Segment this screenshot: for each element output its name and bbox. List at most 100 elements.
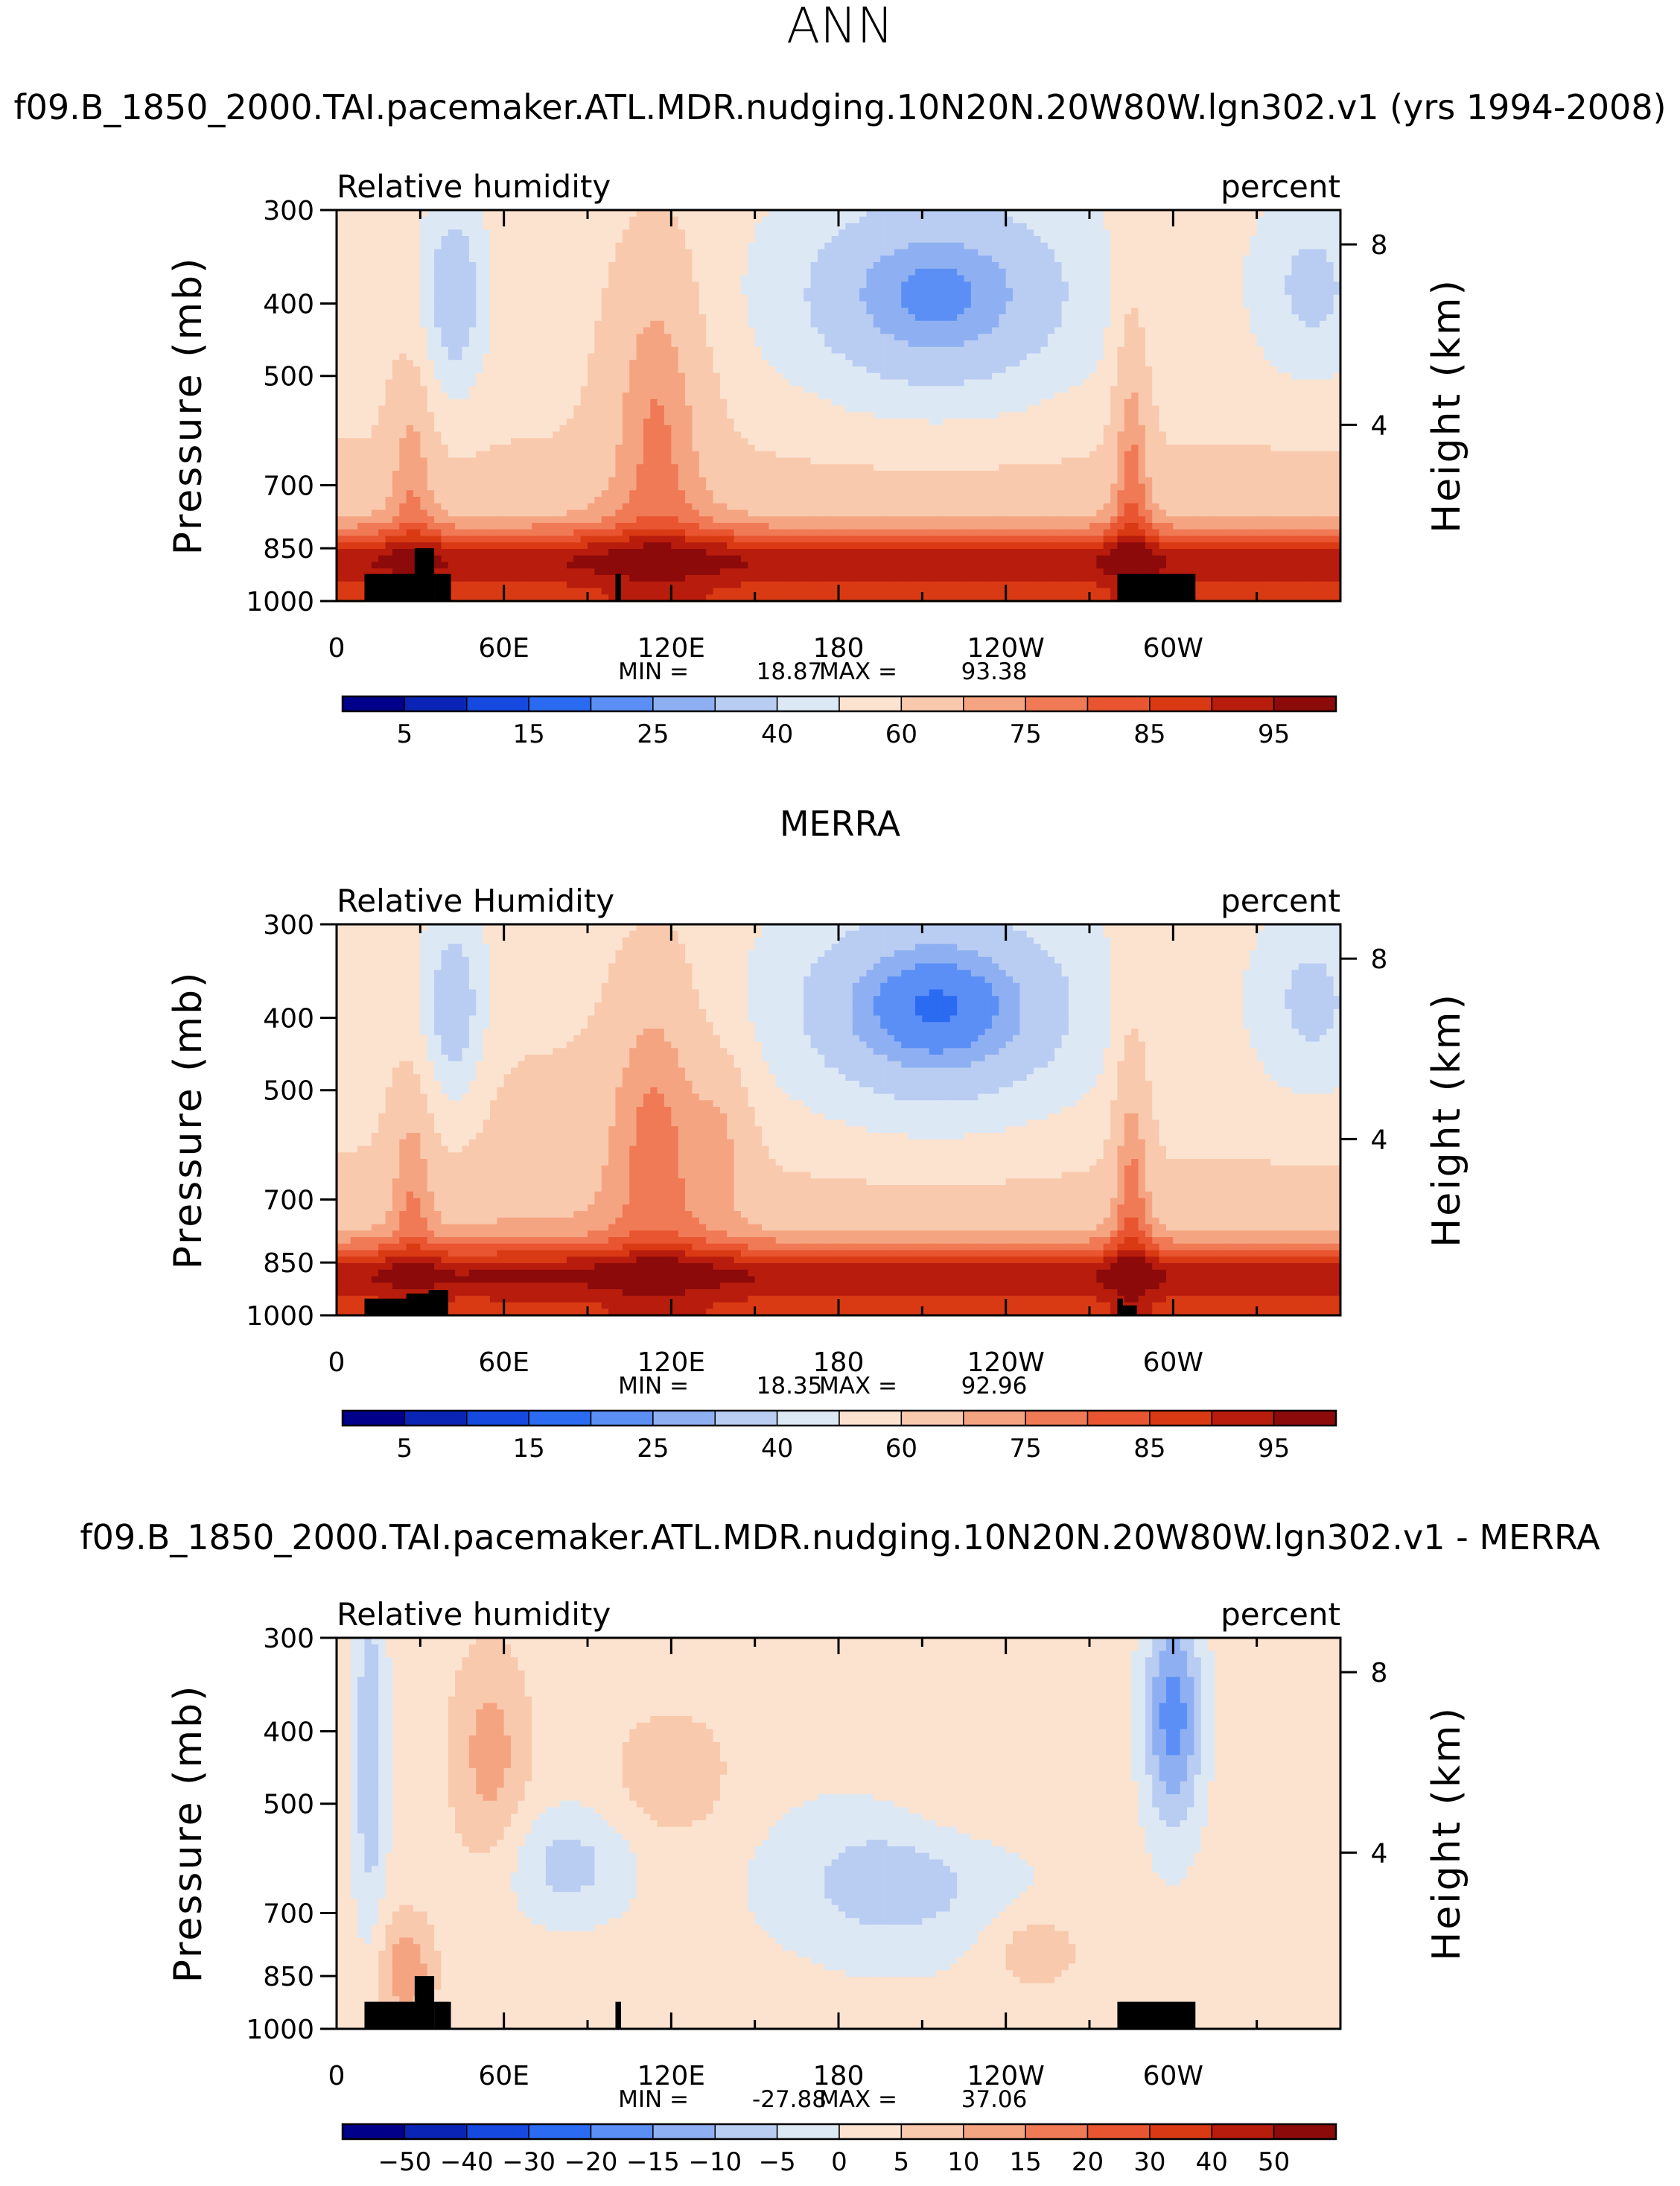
contour-cell [420, 334, 427, 340]
contour-cell [629, 399, 637, 406]
contour-cell [1006, 302, 1014, 308]
contour-cell [581, 432, 588, 439]
contour-cell [1194, 308, 1201, 314]
contour-cell [538, 243, 546, 250]
contour-cell [839, 229, 846, 236]
contour-cell [909, 360, 916, 366]
contour-cell [462, 425, 470, 432]
contour-cell [538, 354, 546, 360]
contour-cell [1048, 399, 1055, 406]
contour-cell [643, 321, 651, 328]
contour-cell [483, 321, 491, 328]
contour-cell [664, 386, 672, 393]
contour-cell [915, 243, 923, 250]
contour-cell [1278, 360, 1285, 366]
contour-cell [692, 360, 699, 366]
contour-cell [734, 373, 742, 380]
contour-cell [957, 217, 964, 223]
contour-cell [357, 236, 365, 243]
contour-cell [1096, 347, 1104, 354]
contour-cell [407, 425, 414, 432]
contour-cell [581, 308, 588, 314]
contour-cell [1013, 223, 1020, 230]
contour-cell [476, 308, 483, 314]
contour-cell [762, 276, 769, 282]
contour-cell [546, 269, 553, 276]
contour-cell [615, 282, 623, 288]
contour-cell [804, 406, 811, 413]
contour-cell [343, 366, 351, 373]
contour-cell [658, 360, 665, 366]
contour-cell [434, 425, 442, 432]
contour-cell [748, 334, 755, 340]
contour-cell [1019, 295, 1027, 302]
contour-cell [532, 308, 539, 314]
contour-cell [748, 223, 755, 230]
contour-cell [1201, 243, 1209, 250]
contour-cell [1320, 347, 1327, 354]
contour-cell [594, 406, 602, 413]
contour-cell [588, 243, 595, 250]
contour-cell [1152, 328, 1159, 334]
contour-cell [776, 419, 783, 425]
contour-cell [671, 250, 678, 256]
contour-cell [351, 399, 358, 406]
contour-cell [1152, 412, 1159, 419]
contour-cell [1201, 250, 1209, 256]
contour-cell [1173, 308, 1180, 314]
contour-cell [874, 366, 881, 373]
contour-cell [783, 347, 790, 354]
contour-cell [839, 386, 846, 393]
contour-cell [783, 406, 790, 413]
contour-cell [588, 360, 595, 366]
contour-cell [483, 354, 491, 360]
contour-cell [929, 236, 937, 243]
contour-cell [804, 399, 811, 406]
contour-cell [1089, 314, 1097, 321]
contour-cell [985, 250, 993, 256]
contour-cell [713, 399, 721, 406]
contour-cell [1054, 393, 1062, 399]
contour-cell [664, 276, 672, 282]
contour-cell [602, 432, 609, 439]
contour-cell [901, 262, 909, 269]
contour-cell [1313, 328, 1320, 334]
contour-cell [1013, 262, 1020, 269]
contour-cell [1291, 314, 1299, 321]
contour-cell [1270, 393, 1278, 399]
contour-cell [776, 328, 783, 334]
contour-cell [413, 314, 421, 321]
contour-cell [420, 354, 427, 360]
contour-cell [637, 360, 644, 366]
contour-cell [901, 419, 909, 425]
contour-cell [901, 223, 909, 230]
contour-cell [1208, 419, 1215, 425]
contour-cell [950, 432, 958, 439]
contour-cell [853, 406, 860, 413]
contour-cell [413, 340, 421, 347]
contour-cell [629, 347, 637, 354]
contour-cell [748, 328, 755, 334]
contour-cell [1313, 308, 1320, 314]
contour-cell [755, 340, 763, 347]
contour-cell [643, 295, 651, 302]
contour-cell [490, 406, 497, 413]
contour-cell [1222, 217, 1229, 223]
contour-cell [1222, 425, 1229, 432]
contour-cell [518, 354, 525, 360]
contour-cell [909, 412, 916, 419]
contour-cell [1285, 250, 1292, 256]
contour-cell [880, 399, 888, 406]
contour-cell [441, 223, 448, 230]
contour-cell [789, 302, 797, 308]
contour-cell [748, 288, 755, 295]
contour-cell [392, 243, 400, 250]
contour-cell [1222, 399, 1229, 406]
contour-cell [1096, 425, 1104, 432]
contour-cell [880, 386, 888, 393]
contour-cell [1187, 425, 1194, 432]
contour-cell [476, 412, 483, 419]
contour-cell [1229, 425, 1236, 432]
contour-cell [469, 340, 477, 347]
contour-cell [734, 432, 742, 439]
